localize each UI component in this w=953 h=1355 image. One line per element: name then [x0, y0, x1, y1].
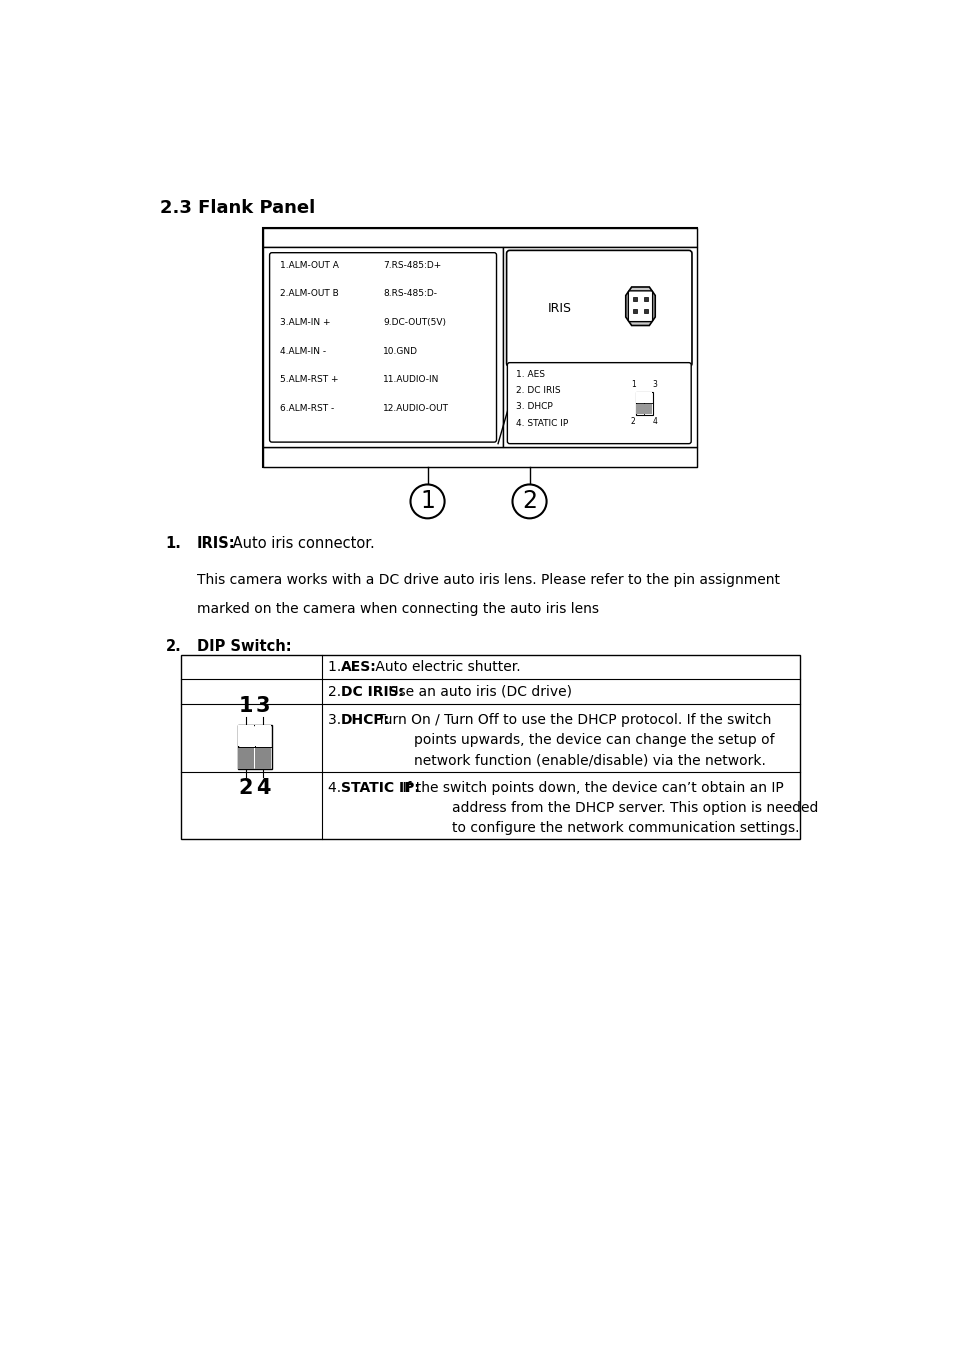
Text: 1.ALM-OUT A: 1.ALM-OUT A: [279, 260, 338, 270]
Bar: [635, 392, 652, 415]
Bar: [503, 248, 696, 447]
Text: 2.ALM-OUT B: 2.ALM-OUT B: [279, 289, 338, 298]
Bar: [181, 654, 799, 840]
Text: 2. DC IRIS: 2. DC IRIS: [516, 386, 560, 396]
Text: 2.3 Flank Panel: 2.3 Flank Panel: [159, 199, 314, 217]
Bar: [237, 725, 272, 770]
Text: 4: 4: [255, 778, 270, 798]
FancyBboxPatch shape: [270, 252, 496, 442]
Text: 6.ALM-RST -: 6.ALM-RST -: [279, 404, 334, 413]
Text: Auto iris connector.: Auto iris connector.: [228, 537, 375, 551]
Text: 5.ALM-RST +: 5.ALM-RST +: [279, 375, 337, 385]
Bar: [238, 725, 253, 747]
Text: 1.: 1.: [166, 537, 181, 551]
Bar: [238, 748, 253, 768]
Bar: [644, 404, 652, 415]
Text: 2: 2: [521, 489, 537, 514]
Bar: [643, 309, 647, 313]
Text: Use an auto iris (DC drive): Use an auto iris (DC drive): [384, 684, 572, 699]
Text: network function (enable/disable) via the network.: network function (enable/disable) via th…: [414, 753, 765, 767]
Polygon shape: [625, 287, 655, 325]
Bar: [643, 297, 647, 301]
Text: 3: 3: [255, 696, 270, 717]
Bar: [254, 725, 271, 747]
Text: 4.ALM-IN -: 4.ALM-IN -: [279, 347, 326, 356]
Text: 4. STATIC IP: 4. STATIC IP: [516, 419, 568, 428]
Text: 4: 4: [652, 417, 657, 425]
FancyBboxPatch shape: [507, 363, 691, 443]
Text: 4.: 4.: [328, 780, 346, 795]
Text: DHCP:: DHCP:: [340, 713, 390, 728]
Text: This camera works with a DC drive auto iris lens. Please refer to the pin assign: This camera works with a DC drive auto i…: [196, 573, 779, 587]
Text: 1: 1: [238, 696, 253, 717]
Text: 3: 3: [652, 381, 657, 389]
Bar: [636, 404, 643, 415]
Text: 1.: 1.: [328, 660, 346, 673]
Text: 3. DHCP: 3. DHCP: [516, 402, 552, 412]
Text: IRIS: IRIS: [547, 302, 571, 314]
Bar: [636, 392, 643, 402]
Text: 12.AUDIO-OUT: 12.AUDIO-OUT: [383, 404, 449, 413]
Bar: [254, 748, 271, 768]
Text: DIP Switch:: DIP Switch:: [196, 640, 291, 654]
Text: 2.: 2.: [328, 684, 346, 699]
Text: 3.ALM-IN +: 3.ALM-IN +: [279, 318, 330, 327]
FancyBboxPatch shape: [628, 291, 652, 321]
Text: 7.RS-485:D+: 7.RS-485:D+: [383, 260, 441, 270]
Text: 3.: 3.: [328, 713, 346, 728]
Bar: [644, 392, 652, 402]
Text: to configure the network communication settings.: to configure the network communication s…: [452, 821, 800, 835]
Text: 1. AES: 1. AES: [516, 370, 544, 378]
Text: DC IRIS:: DC IRIS:: [340, 684, 404, 699]
Text: If the switch points down, the device can’t obtain an IP: If the switch points down, the device ca…: [397, 780, 783, 795]
Text: 1: 1: [419, 489, 435, 514]
Text: 10.GND: 10.GND: [383, 347, 417, 356]
Text: 9.DC-OUT(5V): 9.DC-OUT(5V): [383, 318, 446, 327]
Bar: [262, 228, 696, 248]
Text: STATIC IP:: STATIC IP:: [340, 780, 419, 795]
Text: Auto electric shutter.: Auto electric shutter.: [371, 660, 520, 673]
FancyBboxPatch shape: [506, 251, 691, 366]
Text: 11.AUDIO-IN: 11.AUDIO-IN: [383, 375, 439, 385]
Text: IRIS:: IRIS:: [196, 537, 235, 551]
Bar: [633, 309, 637, 313]
Circle shape: [512, 485, 546, 519]
Bar: [262, 447, 696, 466]
Text: AES:: AES:: [340, 660, 376, 673]
Text: points upwards, the device can change the setup of: points upwards, the device can change th…: [414, 733, 774, 747]
Bar: [262, 248, 503, 447]
Text: 2.: 2.: [166, 640, 181, 654]
Bar: [633, 297, 637, 301]
Text: Turn On / Turn Off to use the DHCP protocol. If the switch: Turn On / Turn Off to use the DHCP proto…: [373, 713, 771, 728]
Text: 2: 2: [238, 778, 253, 798]
Text: marked on the camera when connecting the auto iris lens: marked on the camera when connecting the…: [196, 602, 598, 617]
Text: address from the DHCP server. This option is needed: address from the DHCP server. This optio…: [452, 801, 818, 814]
Text: 8.RS-485:D-: 8.RS-485:D-: [383, 289, 436, 298]
Bar: [262, 228, 696, 466]
Text: 2: 2: [630, 417, 635, 425]
Circle shape: [410, 485, 444, 519]
Text: 1: 1: [630, 381, 635, 389]
